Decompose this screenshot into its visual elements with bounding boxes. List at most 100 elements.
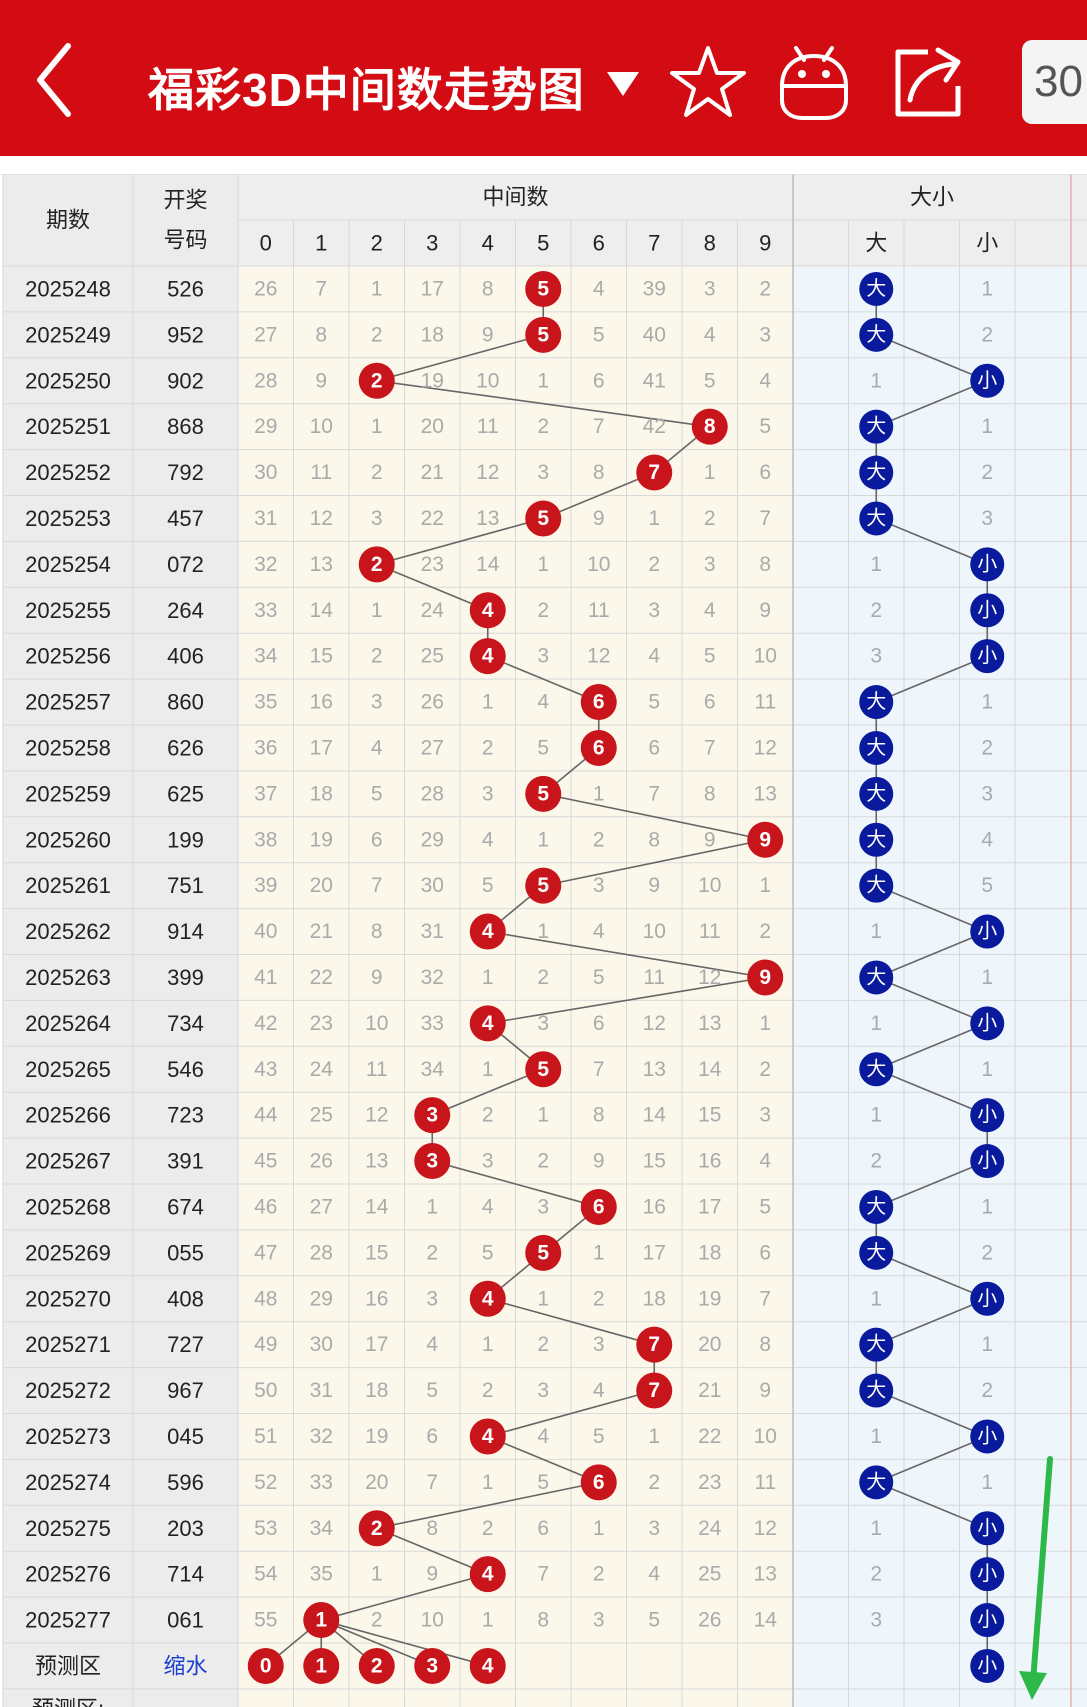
size-miss-value: 1 [981,1058,993,1081]
miss-value: 10 [476,369,499,392]
miss-value: 9 [426,1563,438,1586]
size-ball [859,1373,894,1408]
mid-trend-line [376,563,489,611]
miss-value: 4 [593,277,605,300]
miss-value: 47 [254,1241,277,1264]
miss-value: 1 [482,1471,494,1494]
miss-value: 21 [421,461,444,484]
number-cell: 860 [167,690,204,715]
number-cell: 546 [167,1057,204,1082]
miss-value: 5 [704,645,716,668]
miss-value: 28 [421,782,444,805]
number-cell: 199 [167,827,204,852]
miss-value: 48 [254,1287,277,1310]
miss-value: 29 [421,828,444,851]
mid-ball [525,270,562,307]
miss-value: 9 [371,966,383,989]
miss-value: 16 [698,1150,721,1173]
back-icon[interactable] [30,40,80,120]
issue-cell: 2025251 [25,414,111,439]
miss-value: 2 [371,645,383,668]
size-miss-value: 3 [981,507,993,530]
size-ball-label: 大 [866,461,886,484]
miss-value: 32 [310,1425,333,1448]
predict-label: 预测区 [35,1653,101,1678]
period-count-button[interactable]: 30 [1022,40,1087,124]
size-ball-label: 大 [866,1379,886,1402]
miss-value: 12 [310,507,333,530]
miss-value: 23 [310,1012,333,1035]
predict-ball[interactable] [303,1647,340,1684]
android-icon[interactable] [774,42,854,122]
digit-header: 8 [704,231,716,256]
mid-ball [358,1510,395,1547]
mid-trend-line [376,1527,489,1575]
mid-ball-label: 6 [593,736,605,759]
miss-value: 10 [643,920,666,943]
predict-ball[interactable] [247,1647,284,1684]
mid-ball-label: 4 [482,645,494,668]
number-cell: 399 [167,965,204,990]
miss-value: 10 [698,874,721,897]
bs-trend-line [875,380,988,428]
number-cell: 061 [167,1608,204,1633]
number-cell: 952 [167,322,204,347]
miss-value: 13 [365,1150,388,1173]
number-cell: 045 [167,1424,204,1449]
miss-value: 5 [371,782,383,805]
miss-value: 12 [476,461,499,484]
miss-value: 54 [254,1563,278,1586]
miss-value: 4 [648,645,660,668]
miss-value: 25 [421,645,444,668]
miss-value: 3 [648,1517,660,1540]
miss-value: 2 [482,1379,494,1402]
miss-value: 1 [593,1517,605,1540]
number-cell: 264 [167,598,204,623]
predict-line [321,1619,488,1667]
size-ball [859,409,894,444]
number-cell: 055 [167,1240,204,1265]
predict-ball[interactable] [358,1647,395,1684]
miss-value: 22 [310,966,333,989]
size-ball [970,1557,1005,1592]
share-icon[interactable] [888,42,968,122]
miss-value: 11 [699,920,721,943]
page-title[interactable]: 福彩3D中间数走势图 [148,64,585,116]
mid-ball [469,1556,506,1593]
miss-value: 1 [648,1425,660,1448]
miss-value: 8 [593,1104,605,1127]
digit-header: 4 [482,231,494,256]
predict-ball[interactable] [414,1647,451,1684]
miss-value: 1 [537,920,549,943]
miss-value: 42 [254,1012,277,1035]
predict-ball[interactable] [469,1647,506,1684]
mid-ball-label: 9 [759,966,771,989]
miss-value: 27 [421,736,444,759]
issue-cell: 2025262 [25,919,111,944]
trend-table: 期数 开奖 号码 中间数 大小 0 1 2 3 4 5 6 7 8 9 大小 2025248 526 26 7 1 17 8… [0,174,1087,1707]
issue-cell: 2025253 [25,506,111,531]
size-miss-value: 3 [870,1609,882,1632]
miss-value: 3 [537,645,549,668]
size-ball-label: 大 [866,506,886,529]
miss-value: 2 [426,1241,438,1264]
miss-value: 28 [254,369,277,392]
miss-value: 3 [371,691,383,714]
size-miss-value: 5 [981,874,993,897]
big-header: 大 [865,231,887,256]
size-ball [859,1189,894,1224]
miss-value: 3 [648,599,660,622]
size-miss-value: 2 [981,461,993,484]
bs-trend-line [875,1252,988,1300]
size-miss-value: 1 [870,1287,882,1310]
miss-value: 14 [365,1195,389,1218]
miss-value: 30 [421,874,444,897]
shrink-link[interactable]: 缩水 [163,1653,207,1678]
miss-value: 4 [593,920,605,943]
star-icon[interactable] [668,42,748,122]
triangle-down-icon[interactable] [603,64,643,104]
miss-value: 6 [537,1517,549,1540]
size-ball-label: 小 [977,1011,997,1034]
predict-size-ball[interactable] [970,1648,1005,1683]
miss-value: 3 [759,323,771,346]
